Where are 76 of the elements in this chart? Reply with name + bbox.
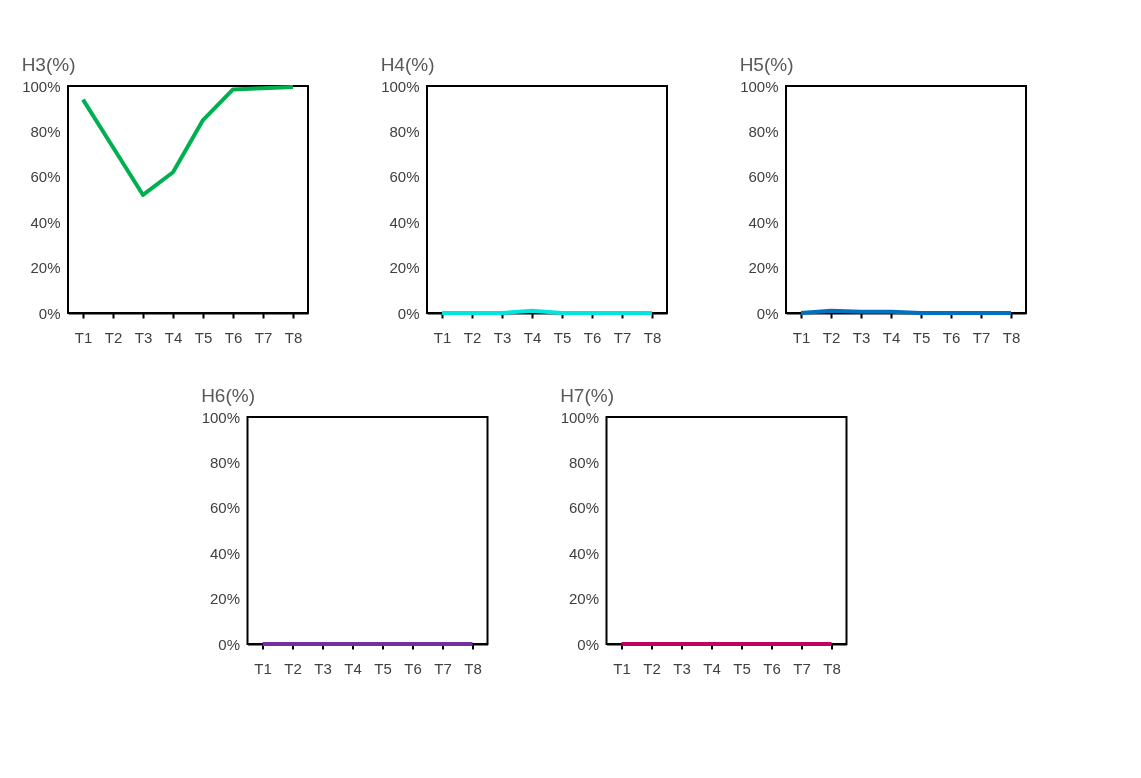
x-tick-label: T2	[822, 328, 841, 346]
y-tick-label: 40%	[748, 213, 779, 231]
y-tick-label: 80%	[209, 453, 240, 471]
x-tick-label: T8	[643, 328, 662, 346]
y-tick-label: 20%	[568, 590, 599, 608]
x-tick-label: T1	[433, 328, 452, 346]
x-tick-label: T8	[464, 659, 482, 677]
x-tick-label: T2	[463, 328, 482, 346]
y-tick-label: 100%	[201, 408, 240, 426]
x-tick-label: T8	[1002, 328, 1021, 346]
y-tick-label: 0%	[218, 635, 240, 653]
y-tick-label: 0%	[38, 304, 61, 322]
x-tick-label: T2	[104, 328, 123, 346]
y-tick-label: 20%	[748, 259, 779, 277]
y-tick-label: 60%	[209, 499, 240, 517]
x-tick-label: T8	[823, 659, 841, 677]
x-tick-label: T6	[224, 328, 243, 346]
x-tick-label: T1	[792, 328, 811, 346]
y-tick-label: 60%	[389, 168, 420, 186]
x-tick-label: T4	[164, 328, 183, 346]
x-tick-label: T7	[613, 328, 632, 346]
y-tick-label: 60%	[30, 168, 61, 186]
chart-title: H4(%)	[380, 54, 435, 75]
x-tick-label: T7	[434, 659, 452, 677]
x-tick-label: T5	[374, 659, 392, 677]
x-tick-label: T3	[314, 659, 332, 677]
x-tick-label: T1	[613, 659, 631, 677]
x-tick-label: T7	[793, 659, 811, 677]
x-tick-label: T6	[763, 659, 781, 677]
y-tick-label: 20%	[209, 590, 240, 608]
y-tick-label: 80%	[748, 122, 779, 140]
y-tick-label: 100%	[740, 77, 779, 95]
y-tick-label: 100%	[560, 408, 599, 426]
y-tick-label: 100%	[22, 77, 61, 95]
line-series	[81, 84, 295, 197]
y-tick-label: 40%	[389, 213, 420, 231]
x-tick-label: T3	[852, 328, 871, 346]
y-tick-label: 80%	[568, 453, 599, 471]
x-tick-label: T6	[404, 659, 422, 677]
chart-title: H3(%)	[21, 54, 76, 75]
x-tick-label: T4	[523, 328, 542, 346]
y-tick-label: 100%	[381, 77, 420, 95]
x-tick-label: T4	[703, 659, 721, 677]
y-tick-label: 60%	[748, 168, 779, 186]
x-tick-label: T1	[74, 328, 93, 346]
x-tick-label: T3	[673, 659, 691, 677]
y-tick-label: 20%	[30, 259, 61, 277]
x-tick-label: T2	[643, 659, 661, 677]
x-tick-label: T5	[912, 328, 931, 346]
chart-title: H6(%)	[201, 385, 255, 406]
x-tick-label: T7	[972, 328, 991, 346]
x-tick-label: T3	[134, 328, 153, 346]
y-tick-label: 80%	[389, 122, 420, 140]
chart-title: H7(%)	[560, 385, 614, 406]
y-tick-label: 60%	[568, 499, 599, 517]
y-tick-label: 40%	[30, 213, 61, 231]
y-tick-label: 40%	[568, 544, 599, 562]
x-tick-label: T5	[733, 659, 751, 677]
x-tick-label: T6	[583, 328, 602, 346]
x-tick-label: T3	[493, 328, 512, 346]
y-tick-label: 40%	[209, 544, 240, 562]
chart-title: H5(%)	[739, 54, 794, 75]
y-tick-label: 80%	[30, 122, 61, 140]
x-tick-label: T6	[942, 328, 961, 346]
x-tick-label: T7	[254, 328, 273, 346]
y-tick-label: 0%	[577, 635, 599, 653]
x-tick-label: T4	[344, 659, 362, 677]
y-tick-label: 20%	[389, 259, 420, 277]
x-tick-label: T4	[882, 328, 901, 346]
x-tick-label: T2	[284, 659, 302, 677]
x-tick-label: T5	[553, 328, 572, 346]
x-tick-label: T8	[284, 328, 303, 346]
y-tick-label: 0%	[397, 304, 420, 322]
y-tick-label: 0%	[756, 304, 779, 322]
x-tick-label: T5	[194, 328, 213, 346]
x-tick-label: T1	[254, 659, 272, 677]
